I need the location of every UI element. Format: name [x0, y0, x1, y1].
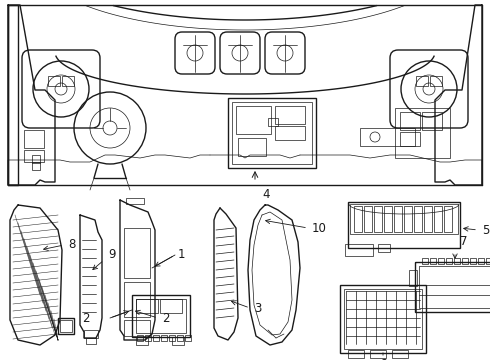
Text: 1: 1: [178, 248, 186, 261]
Bar: [136, 299, 158, 313]
Bar: [430, 258, 436, 264]
Bar: [60, 320, 72, 332]
Bar: [478, 258, 484, 264]
Bar: [169, 335, 175, 341]
Bar: [161, 335, 167, 341]
Bar: [136, 337, 148, 345]
Bar: [153, 335, 159, 341]
Bar: [434, 206, 442, 232]
Bar: [438, 258, 444, 264]
Bar: [416, 76, 428, 86]
Bar: [172, 337, 184, 345]
Bar: [348, 350, 364, 358]
Text: 10: 10: [312, 221, 327, 234]
Bar: [344, 289, 422, 349]
Bar: [370, 350, 386, 358]
Bar: [454, 258, 460, 264]
Bar: [238, 138, 266, 156]
Bar: [340, 285, 426, 353]
Bar: [360, 128, 415, 146]
Text: 6: 6: [379, 358, 387, 360]
Bar: [124, 320, 150, 336]
Bar: [177, 335, 183, 341]
Bar: [136, 299, 186, 333]
Bar: [126, 198, 144, 204]
Text: 4: 4: [262, 188, 270, 201]
Bar: [132, 295, 190, 337]
Bar: [232, 102, 312, 164]
Bar: [124, 228, 150, 278]
Text: 5: 5: [482, 224, 490, 237]
Bar: [378, 244, 390, 252]
Bar: [86, 338, 96, 344]
Bar: [444, 206, 452, 232]
Bar: [137, 335, 143, 341]
Bar: [395, 108, 450, 158]
Text: 9: 9: [108, 248, 116, 261]
Bar: [384, 206, 392, 232]
Bar: [24, 150, 44, 162]
Bar: [48, 76, 60, 86]
Text: 3: 3: [254, 302, 261, 315]
Bar: [62, 76, 74, 86]
Bar: [32, 155, 40, 163]
Text: 8: 8: [68, 238, 75, 252]
Bar: [32, 162, 40, 170]
Bar: [364, 206, 372, 232]
Bar: [58, 318, 74, 334]
Bar: [268, 118, 278, 126]
Bar: [486, 258, 490, 264]
Bar: [345, 244, 373, 256]
Bar: [124, 282, 150, 317]
Bar: [462, 258, 468, 264]
Bar: [422, 112, 442, 130]
Bar: [275, 106, 305, 124]
Bar: [415, 262, 490, 312]
Bar: [354, 206, 362, 232]
Text: 2: 2: [82, 311, 90, 324]
Bar: [24, 130, 44, 148]
Bar: [430, 76, 442, 86]
Text: 7: 7: [460, 235, 467, 248]
Text: 2: 2: [162, 311, 170, 324]
Bar: [400, 132, 420, 146]
Bar: [422, 258, 428, 264]
Bar: [404, 206, 412, 232]
Bar: [374, 206, 382, 232]
Bar: [446, 258, 452, 264]
Bar: [424, 206, 432, 232]
Bar: [84, 330, 98, 338]
Bar: [470, 258, 476, 264]
Bar: [414, 206, 422, 232]
Bar: [394, 206, 402, 232]
Bar: [275, 126, 305, 140]
Bar: [400, 112, 420, 130]
Bar: [160, 299, 182, 313]
Bar: [419, 266, 490, 308]
Bar: [236, 106, 271, 134]
Bar: [348, 202, 460, 248]
Bar: [409, 270, 417, 286]
Bar: [185, 335, 191, 341]
Bar: [145, 335, 151, 341]
Bar: [228, 98, 316, 168]
Bar: [350, 204, 458, 234]
Bar: [392, 350, 408, 358]
